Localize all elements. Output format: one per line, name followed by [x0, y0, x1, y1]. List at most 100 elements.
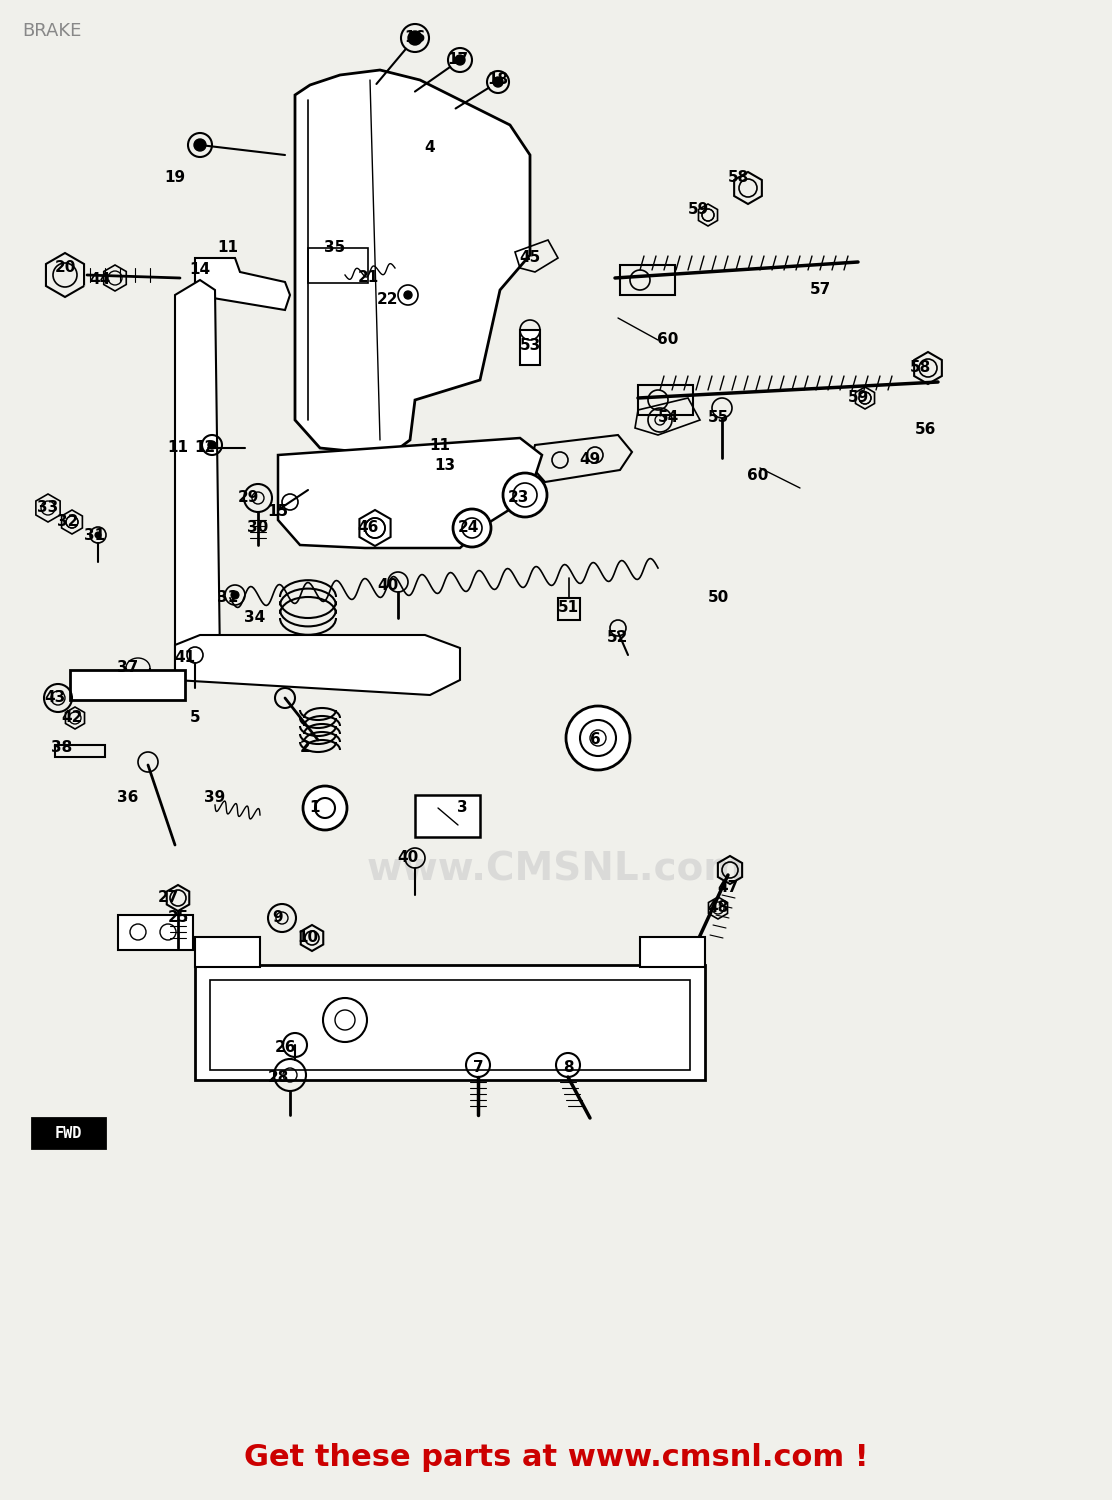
- Circle shape: [455, 56, 465, 64]
- Text: 16: 16: [405, 30, 426, 45]
- Text: 22: 22: [377, 292, 399, 308]
- Text: 45: 45: [519, 251, 540, 266]
- Text: FWD: FWD: [54, 1125, 81, 1140]
- Text: 19: 19: [165, 171, 186, 186]
- Text: 33: 33: [38, 501, 59, 516]
- Text: 11: 11: [429, 438, 450, 453]
- Text: 6: 6: [589, 732, 600, 747]
- Circle shape: [193, 140, 206, 152]
- Circle shape: [493, 76, 503, 87]
- Polygon shape: [278, 438, 542, 548]
- Text: 40: 40: [377, 578, 398, 592]
- Text: 59: 59: [687, 202, 708, 217]
- Text: 26: 26: [275, 1041, 296, 1056]
- Bar: [195, 938, 260, 968]
- Text: 54: 54: [657, 411, 678, 426]
- Text: 9: 9: [272, 910, 284, 926]
- Bar: [210, 980, 691, 1070]
- Text: 37: 37: [118, 660, 139, 675]
- Bar: [520, 330, 540, 364]
- Text: 44: 44: [89, 273, 110, 288]
- Text: 17: 17: [447, 53, 468, 68]
- Text: 24: 24: [457, 520, 478, 536]
- Circle shape: [208, 441, 216, 448]
- Bar: [118, 915, 193, 950]
- Text: 38: 38: [51, 741, 72, 756]
- Text: 21: 21: [357, 270, 378, 285]
- Text: www.CMSNL.com: www.CMSNL.com: [367, 850, 745, 889]
- Text: 51: 51: [557, 600, 578, 615]
- Text: 10: 10: [297, 930, 318, 945]
- Text: 55: 55: [707, 411, 728, 426]
- Circle shape: [453, 509, 492, 548]
- Text: 29: 29: [237, 490, 259, 506]
- Text: 59: 59: [847, 390, 868, 405]
- Text: 12: 12: [195, 441, 216, 456]
- Text: 52: 52: [607, 630, 628, 645]
- Bar: [641, 938, 705, 968]
- Text: 8: 8: [563, 1060, 574, 1076]
- Text: 5: 5: [190, 711, 200, 726]
- Bar: [620, 266, 675, 296]
- Circle shape: [95, 532, 101, 538]
- Polygon shape: [295, 70, 530, 454]
- Text: 13: 13: [435, 458, 456, 472]
- Text: 31: 31: [218, 591, 239, 606]
- Text: 27: 27: [157, 891, 179, 906]
- Text: 25: 25: [167, 910, 189, 926]
- Text: 57: 57: [810, 282, 831, 297]
- Text: 49: 49: [579, 453, 600, 468]
- Polygon shape: [175, 280, 220, 680]
- Text: 3: 3: [457, 801, 467, 816]
- Circle shape: [404, 291, 413, 298]
- Text: 48: 48: [707, 900, 728, 915]
- Text: 42: 42: [61, 711, 82, 726]
- Text: 47: 47: [717, 880, 738, 896]
- Text: 56: 56: [914, 423, 935, 438]
- Bar: [415, 795, 480, 837]
- Text: 60: 60: [747, 468, 768, 483]
- Bar: [308, 248, 368, 284]
- Text: BRAKE: BRAKE: [22, 22, 81, 40]
- Bar: [558, 598, 580, 619]
- Text: 39: 39: [205, 790, 226, 806]
- Circle shape: [503, 472, 547, 518]
- Circle shape: [302, 786, 347, 830]
- Bar: [195, 964, 705, 1080]
- Text: 34: 34: [245, 610, 266, 626]
- Text: 11: 11: [168, 441, 189, 456]
- Text: 58: 58: [910, 360, 931, 375]
- Bar: [638, 386, 693, 416]
- Text: 1: 1: [310, 801, 320, 816]
- Text: 32: 32: [58, 514, 79, 529]
- Text: 11: 11: [218, 240, 238, 255]
- Text: 58: 58: [727, 171, 748, 186]
- Circle shape: [408, 32, 421, 45]
- Polygon shape: [195, 258, 290, 310]
- Text: 30: 30: [247, 520, 269, 536]
- Text: 4: 4: [425, 141, 435, 156]
- Text: 2: 2: [299, 741, 310, 756]
- Polygon shape: [70, 670, 185, 700]
- Text: 14: 14: [189, 262, 210, 278]
- Text: 43: 43: [44, 690, 66, 705]
- Text: 41: 41: [175, 651, 196, 666]
- Text: 50: 50: [707, 591, 728, 606]
- Text: 60: 60: [657, 333, 678, 348]
- Bar: [54, 746, 105, 758]
- Text: 20: 20: [54, 261, 76, 276]
- Text: 53: 53: [519, 338, 540, 352]
- Text: 15: 15: [268, 504, 288, 519]
- Text: 36: 36: [117, 790, 139, 806]
- Text: 18: 18: [487, 72, 508, 87]
- Text: 7: 7: [473, 1060, 484, 1076]
- Text: 28: 28: [267, 1071, 289, 1086]
- Text: Get these parts at www.cmsnl.com !: Get these parts at www.cmsnl.com !: [244, 1443, 868, 1473]
- Polygon shape: [175, 634, 460, 694]
- Text: 46: 46: [357, 520, 379, 536]
- Circle shape: [231, 591, 239, 598]
- Text: 40: 40: [397, 850, 418, 865]
- Text: 31: 31: [85, 528, 106, 543]
- Text: 35: 35: [325, 240, 346, 255]
- Text: 23: 23: [507, 490, 528, 506]
